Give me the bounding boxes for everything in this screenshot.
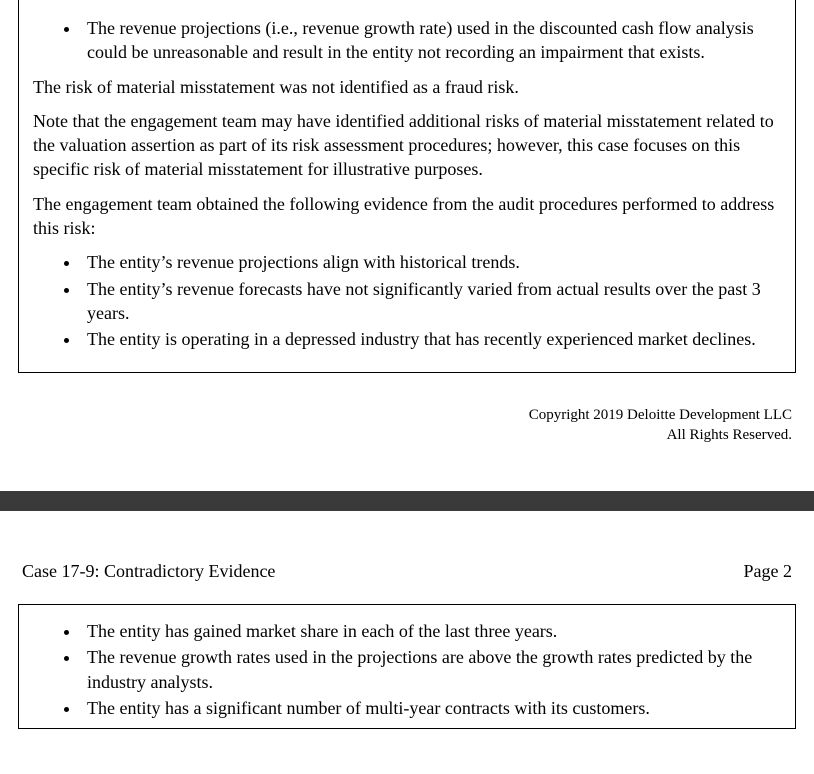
list-item: The entity has a significant number of m… — [81, 696, 781, 720]
copyright-block: Copyright 2019 Deloitte Development LLC … — [18, 405, 792, 446]
case-title: Case 17-9: Contradictory Evidence — [22, 561, 275, 582]
list-item: The entity is operating in a depressed i… — [81, 327, 781, 351]
list-item: The entity has gained market share in ea… — [81, 619, 781, 643]
page1-evidence-bullets: The entity’s revenue projections align w… — [33, 250, 781, 351]
page2-content-box: The entity has gained market share in ea… — [18, 604, 796, 729]
list-item: The revenue projections (i.e., revenue g… — [81, 16, 781, 65]
page-number: Page 2 — [744, 561, 793, 582]
list-item: The entity’s revenue projections align w… — [81, 250, 781, 274]
page2-header: Case 17-9: Contradictory Evidence Page 2 — [22, 561, 792, 582]
list-item: The entity’s revenue forecasts have not … — [81, 277, 781, 326]
paragraph-note: Note that the engagement team may have i… — [33, 109, 781, 182]
page-separator — [0, 491, 814, 511]
paragraph-evidence-intro: The engagement team obtained the followi… — [33, 192, 781, 241]
page-2: Case 17-9: Contradictory Evidence Page 2… — [0, 511, 814, 729]
copyright-line-2: All Rights Reserved. — [18, 425, 792, 445]
page2-bullets: The entity has gained market share in ea… — [33, 619, 781, 720]
page1-top-bullets: The revenue projections (i.e., revenue g… — [33, 16, 781, 65]
list-item: The revenue growth rates used in the pro… — [81, 645, 781, 694]
paragraph-fraud-risk: The risk of material misstatement was no… — [33, 75, 781, 99]
page-1: The revenue projections (i.e., revenue g… — [0, 0, 814, 491]
copyright-line-1: Copyright 2019 Deloitte Development LLC — [18, 405, 792, 425]
page1-content-box: The revenue projections (i.e., revenue g… — [18, 0, 796, 373]
